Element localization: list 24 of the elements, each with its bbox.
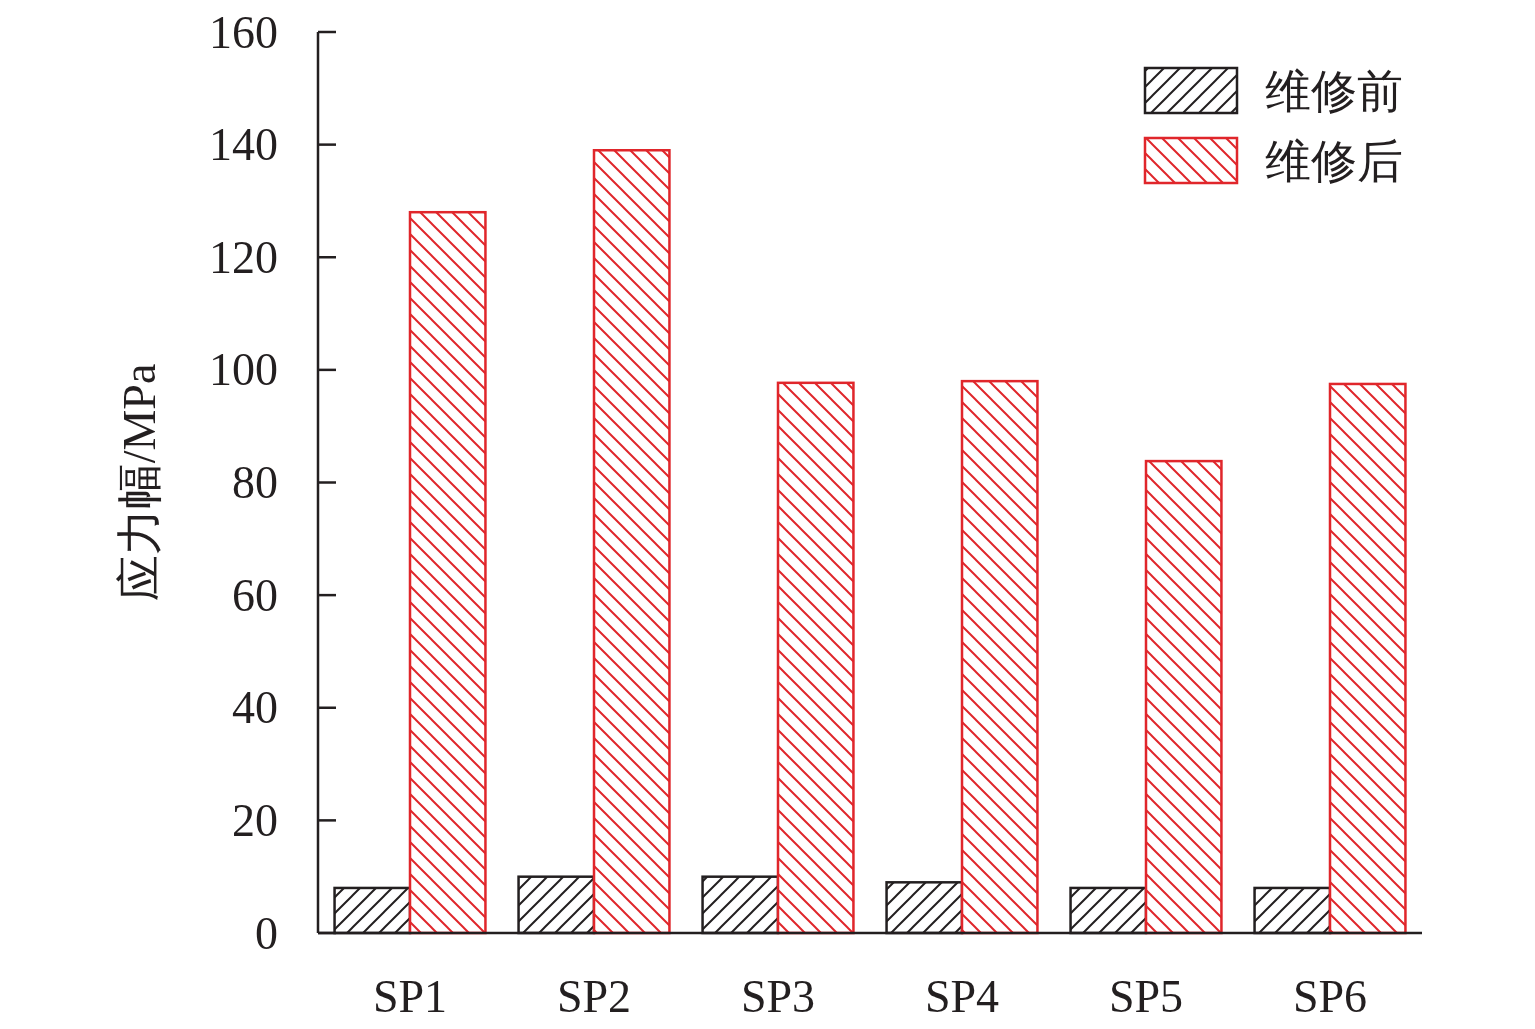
bar (592, 149, 671, 935)
x-tick-label: SP5 (1108, 971, 1184, 1022)
x-tick-label: SP3 (740, 971, 816, 1022)
bar (776, 381, 855, 935)
bar (1328, 382, 1407, 935)
bar (960, 379, 1039, 935)
y-tick-label: 120 (209, 231, 278, 283)
legend-label: 维修前 (1265, 65, 1403, 117)
x-tick-label: SP4 (924, 971, 1000, 1022)
y-tick-label: 100 (209, 344, 278, 396)
bar (1144, 459, 1223, 935)
x-tick-label: SP2 (556, 971, 632, 1022)
y-tick-label: 40 (232, 682, 278, 734)
x-tick-label: SP1 (372, 971, 448, 1022)
y-tick-label: 60 (232, 569, 278, 621)
bar (408, 210, 487, 935)
y-tick-label: 160 (209, 6, 278, 58)
y-tick-label: 140 (209, 119, 278, 171)
y-tick-label: 80 (232, 457, 278, 508)
y-tick-label: 20 (232, 794, 278, 846)
y-tick-label: 0 (255, 907, 278, 959)
y-axis-title: 应力幅/MPa (114, 363, 165, 602)
x-tick-label: SP6 (1292, 971, 1368, 1022)
legend-label: 维修后 (1265, 135, 1403, 187)
